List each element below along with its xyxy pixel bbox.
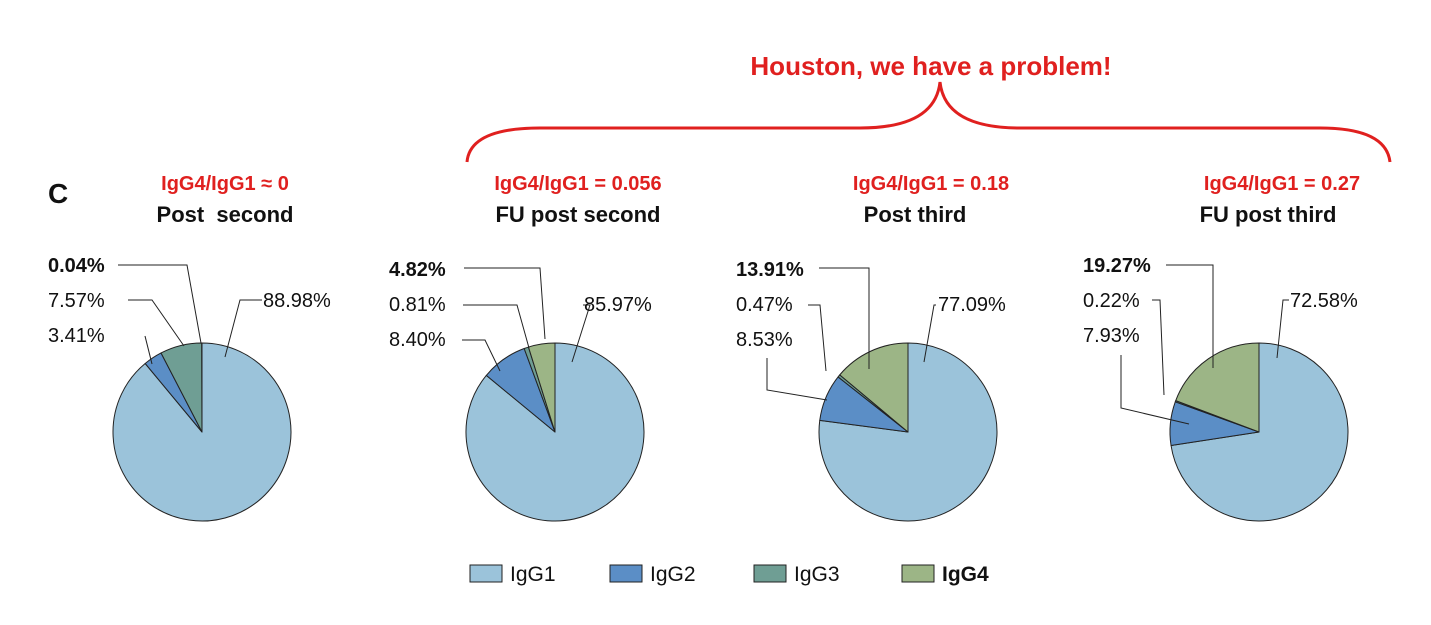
legend-label: IgG2 [650,563,696,586]
legend-label: IgG1 [510,563,556,586]
data-label-igg3: 7.57% [48,290,105,312]
ratio-label: IgG4/IgG1 = 0.27 [1204,173,1360,195]
legend: IgG1 IgG2 IgG3 IgG4 [469,563,989,586]
legend-swatch [901,564,935,583]
data-label-igg3: 0.81% [389,294,446,316]
legend-item-igg4: IgG4 [901,563,989,586]
slice-igg1 [1170,342,1349,522]
slice-igg4 [839,342,909,433]
data-label-igg4: 0.04% [48,255,105,277]
data-label-igg1: 88.98% [263,290,331,312]
leader-line-igg3 [808,304,827,372]
panel-letter: C [48,178,68,209]
pie-panel-4: IgG4/IgG1 = 0.27 FU post third 72.58% 7.93%… [1083,173,1360,522]
data-label-igg1: 85.97% [584,294,652,316]
ratio-label: IgG4/IgG1 = 0.056 [494,173,661,195]
leader-line-igg2 [766,358,828,401]
pie-panel-1: IgG4/IgG1 ≈ 0 Post second 88.98% 3.41% 7.57%… [48,173,331,522]
leader-line-igg2 [1120,355,1190,425]
leader-line-igg1 [923,304,936,363]
leader-line-igg4 [1166,264,1214,368]
ratio-label: IgG4/IgG1 ≈ 0 [161,173,289,195]
ratio-label: IgG4/IgG1 = 0.18 [853,173,1009,195]
data-label-igg1: 77.09% [938,294,1006,316]
legend-swatch [753,564,787,583]
data-label-igg3: 0.47% [736,294,793,316]
leader-line-igg1 [1276,299,1289,359]
grouping-brace [465,81,1392,163]
legend-swatch [469,564,503,583]
data-label-igg2: 7.93% [1083,325,1140,347]
leader-line-igg1 [224,299,262,358]
pie-title: Post second [157,202,294,227]
pie-title: Post third [864,202,967,227]
slice-igg4 [1175,342,1260,433]
data-label-igg4: 19.27% [1083,255,1151,277]
leader-line-igg2 [144,335,153,365]
data-label-igg2: 8.53% [736,329,793,351]
leader-line-igg4 [464,267,546,340]
legend-swatch [609,564,643,583]
pie-panel-3: IgG4/IgG1 = 0.18 Post third 77.09% 8.53% 0.4… [736,173,1009,522]
data-label-igg2: 3.41% [48,325,105,347]
legend-item-igg1: IgG1 [469,563,556,586]
pie-panels: IgG4/IgG1 ≈ 0 Post second 88.98% 3.41% 7.57%… [48,173,1360,522]
legend-item-igg2: IgG2 [609,563,696,586]
leader-line-igg1 [571,304,591,363]
pie-panel-2: IgG4/IgG1 = 0.056 FU post second 85.97% 8.4… [389,173,662,522]
leader-line-igg4 [118,264,202,344]
pie-title: FU post third [1200,202,1337,227]
data-label-igg1: 72.58% [1290,290,1358,312]
data-label-igg3: 0.22% [1083,290,1140,312]
legend-label: IgG3 [794,563,840,586]
data-label-igg4: 13.91% [736,259,804,281]
pie-title: FU post second [495,202,660,227]
legend-item-igg3: IgG3 [753,563,840,586]
data-label-igg4: 4.82% [389,259,446,281]
leader-line-igg3 [463,304,530,349]
data-label-igg2: 8.40% [389,329,446,351]
legend-label: IgG4 [942,563,989,586]
leader-line-igg3 [128,299,185,347]
leader-line-igg2 [462,339,501,372]
headline: Houston, we have a problem! [750,51,1111,81]
leader-line-igg3 [1152,299,1165,396]
leader-line-igg4 [819,267,870,369]
